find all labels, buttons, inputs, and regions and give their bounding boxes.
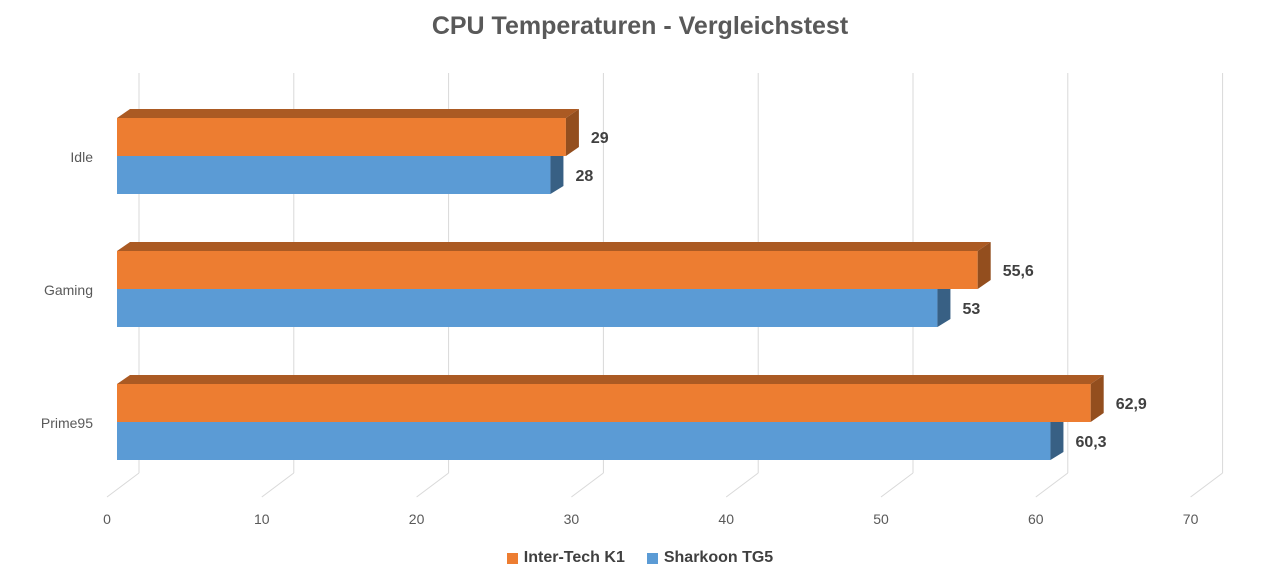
gridline-floor — [261, 472, 295, 498]
legend: Inter-Tech K1 Sharkoon TG5 — [0, 549, 1280, 567]
legend-swatch-series-1 — [506, 552, 518, 564]
x-tick-label: 60 — [1028, 511, 1044, 527]
x-tick-label: 70 — [1183, 511, 1199, 527]
bar-top-face — [117, 242, 991, 251]
x-tick-label: 50 — [873, 511, 889, 527]
chart-title: CPU Temperaturen - Vergleichstest — [431, 12, 849, 40]
x-tick-label: 30 — [564, 511, 580, 527]
data-label: 53 — [962, 301, 980, 318]
bar-side-face — [937, 289, 951, 327]
data-labels: 29 28 55,6 53 62,9 60,3 — [575, 130, 1146, 451]
legend-label-series-1: Inter-Tech K1 — [523, 549, 625, 566]
bar-side-face — [1090, 375, 1104, 422]
x-tick-label: 0 — [103, 511, 111, 527]
data-label: 55,6 — [1003, 263, 1034, 280]
gridline-floor — [416, 472, 449, 498]
bar-inter-tech — [117, 118, 566, 156]
bar-side-face — [565, 109, 579, 156]
bar-top-face — [117, 109, 579, 118]
bar-side-face — [977, 242, 991, 289]
bar-chart: 0 10 20 30 40 50 60 70 Idle Gaming Prime95 29 28 55… — [41, 73, 1224, 527]
gridline-floor — [106, 472, 140, 498]
legend-swatch-series-2 — [646, 552, 658, 564]
category-labels: Idle Gaming Prime95 — [41, 149, 93, 431]
bar-side-face — [1050, 422, 1064, 460]
data-label: 29 — [591, 130, 609, 147]
x-tick-label: 40 — [718, 511, 734, 527]
x-axis-ticks: 0 10 20 30 40 50 60 70 — [103, 511, 1198, 527]
x-tick-label: 20 — [409, 511, 425, 527]
category-label: Prime95 — [41, 415, 93, 431]
bar-inter-tech — [117, 384, 1091, 422]
gridline-floor — [880, 472, 914, 498]
bar-sharkoon — [117, 289, 938, 327]
legend-label-series-2: Sharkoon TG5 — [663, 549, 774, 566]
bar-sharkoon — [117, 156, 551, 194]
gridline-floor — [1190, 472, 1223, 498]
data-label: 60,3 — [1075, 434, 1106, 451]
category-label: Gaming — [44, 282, 93, 298]
data-label: 62,9 — [1116, 396, 1147, 413]
gridline-floor — [571, 472, 604, 498]
gridline-floor — [1035, 472, 1069, 498]
legend-item-series-2: Sharkoon TG5 — [646, 549, 774, 567]
category-label: Idle — [70, 149, 93, 165]
bar-top-face — [117, 375, 1104, 384]
bar-sharkoon — [117, 422, 1051, 460]
bars — [117, 109, 1104, 460]
bar-inter-tech — [117, 251, 978, 289]
data-label: 28 — [575, 168, 593, 185]
legend-item-series-1: Inter-Tech K1 — [506, 549, 625, 567]
gridline-floor — [725, 472, 759, 498]
bar-side-face — [550, 156, 564, 194]
x-tick-label: 10 — [254, 511, 270, 527]
